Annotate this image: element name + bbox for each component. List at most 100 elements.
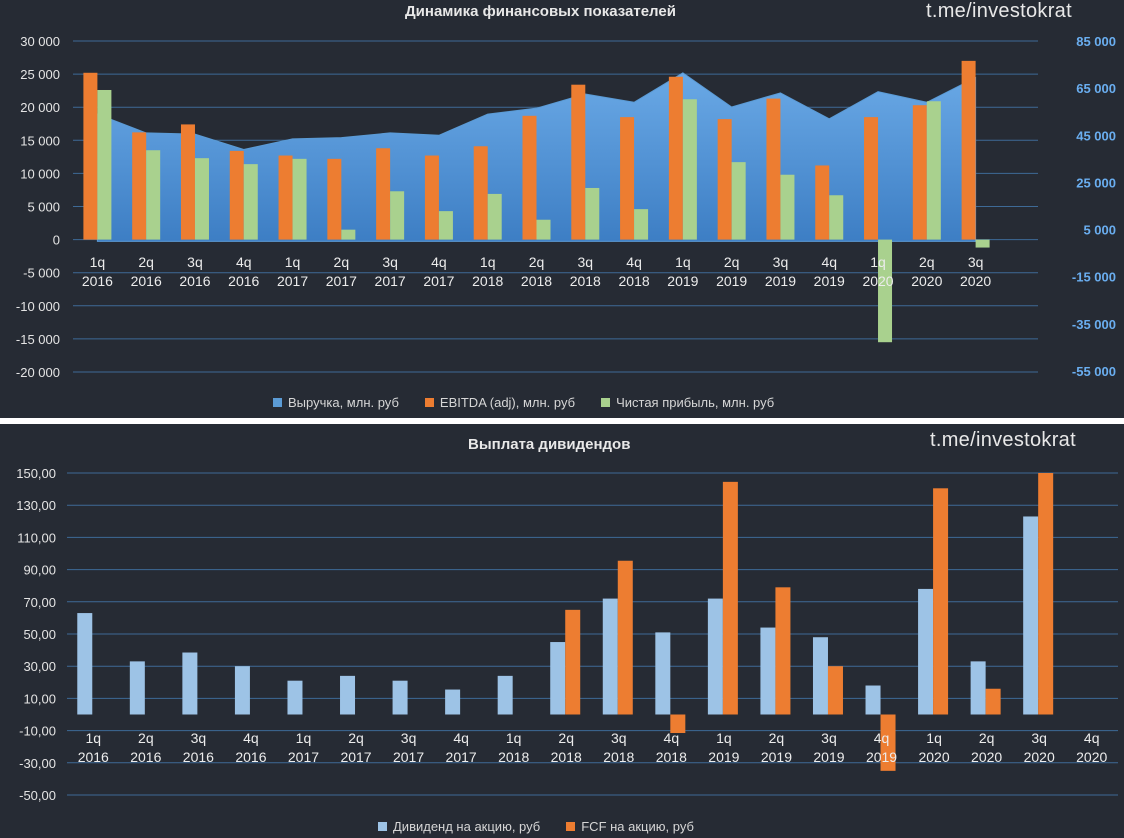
x-tick-label: 1q: [90, 254, 106, 270]
fcf-bar: [827, 666, 843, 715]
legend-swatch: [601, 398, 611, 407]
x-tick-label: 4q: [243, 730, 259, 746]
dividend-bar: [392, 680, 408, 715]
x-tick-label: 2019: [813, 749, 844, 765]
x-tick-label: 2017: [423, 273, 454, 289]
x-tick-label: 2019: [667, 273, 698, 289]
y-tick-label: 50,00: [23, 627, 56, 642]
legend-item-revenue: Выручка, млн. руб: [273, 395, 399, 410]
legend: Дивиденд на акцию, руб FCF на акцию, руб: [378, 819, 694, 834]
dividend-bar: [760, 627, 776, 715]
x-tick-label: 2016: [179, 273, 210, 289]
x-tick-label: 4q: [431, 254, 447, 270]
x-tick-label: 2019: [866, 749, 897, 765]
x-tick-label: 2018: [498, 749, 529, 765]
y-tick-label: 20 000: [20, 100, 60, 115]
y-tick-label: -5 000: [23, 266, 60, 281]
x-tick-label: 2016: [131, 273, 162, 289]
dividend-bar: [602, 598, 618, 715]
x-tick-label: 3q: [401, 730, 417, 746]
ebitda-bar: [376, 148, 391, 240]
y-tick-label: 5 000: [27, 200, 60, 215]
x-tick-label: 2q: [979, 730, 995, 746]
fcf-bar: [617, 560, 633, 715]
watermark: t.me/investokrat: [930, 429, 1076, 451]
x-tick-label: 2018: [570, 273, 601, 289]
x-tick-label: 2020: [911, 273, 942, 289]
ebitda-bar: [912, 105, 927, 240]
x-tick-label: 2019: [708, 749, 739, 765]
net-profit-bar: [878, 239, 893, 343]
dividend-bar: [865, 685, 881, 715]
y-tick-label: -20 000: [16, 365, 60, 380]
x-tick-label: 3q: [968, 254, 984, 270]
y2-tick-label: 65 000: [1076, 81, 1116, 96]
x-tick-label: 2q: [348, 730, 364, 746]
net-profit-bar: [829, 195, 844, 240]
x-tick-label: 2017: [326, 273, 357, 289]
x-tick-label: 3q: [191, 730, 207, 746]
ebitda-bar: [180, 124, 195, 240]
x-tick-label: 2017: [446, 749, 477, 765]
x-tick-label: 1q: [926, 730, 942, 746]
x-tick-label: 1q: [296, 730, 312, 746]
chart-title: Выплата дивидендов: [468, 436, 631, 453]
fcf-bar: [985, 688, 1001, 715]
net-profit-bar: [487, 193, 502, 240]
x-tick-label: 2017: [375, 273, 406, 289]
net-profit-bar: [292, 158, 307, 240]
y-tick-label: -15 000: [16, 332, 60, 347]
x-tick-label: 2018: [619, 273, 650, 289]
net-profit-bar: [926, 101, 941, 240]
x-tick-label: 4q: [626, 254, 642, 270]
net-profit-bar: [341, 229, 356, 240]
x-tick-label: 2016: [130, 749, 161, 765]
legend-swatch: [273, 398, 282, 407]
x-tick-label: 3q: [382, 254, 398, 270]
x-tick-label: 4q: [821, 254, 837, 270]
net-profit-bar: [194, 158, 209, 240]
dividends-chart-panel: 150,00 130,00 110,00 90,00 70,00 50,00 30,00 10…: [0, 424, 1124, 838]
y-tick-label: 10,00: [23, 691, 56, 706]
fcf-bar: [1038, 473, 1054, 715]
x-tick-label: 4q: [664, 730, 680, 746]
x-tick-label: 2016: [82, 273, 113, 289]
y-tick-label: -50,00: [19, 788, 56, 803]
ebitda-bar: [424, 155, 439, 240]
x-tick-label: 2019: [761, 749, 792, 765]
ebitda-bar: [717, 119, 732, 240]
panel-divider: [0, 418, 1124, 424]
dividend-bar: [1023, 516, 1039, 715]
legend-label: Чистая прибыль, млн. руб: [616, 395, 775, 410]
y2-tick-label: -55 000: [1072, 364, 1116, 379]
net-profit-bar: [97, 89, 112, 240]
x-tick-label: 1q: [870, 254, 886, 270]
dividend-bar: [77, 613, 93, 715]
x-tick-label: 2q: [769, 730, 785, 746]
x-tick-label: 2q: [919, 254, 935, 270]
y2-tick-label: -35 000: [1072, 317, 1116, 332]
net-profit-bar: [146, 150, 161, 240]
legend-item-ebitda: EBITDA (adj), млн. руб: [424, 395, 576, 410]
x-tick-label: 3q: [821, 730, 837, 746]
fcf-bar: [565, 609, 581, 715]
financial-metrics-chart: 30 000 25 000 20 000 15 000 10 000 5 000 0 -5 0…: [16, 34, 1116, 380]
ebitda-bar: [571, 84, 586, 240]
y-tick-label: 10 000: [20, 166, 60, 181]
x-tick-label: 3q: [1031, 730, 1047, 746]
legend: Выручка, млн. руб EBITDA (adj), млн. руб…: [273, 395, 774, 410]
dividend-bar: [234, 666, 250, 715]
net-profit-bar: [682, 99, 697, 240]
x-tick-label: 4q: [1084, 730, 1100, 746]
x-tick-label: 2q: [558, 730, 574, 746]
fcf-bar: [722, 481, 738, 715]
chart-title: Динамика финансовых показателей: [405, 3, 676, 20]
x-tick-label: 2020: [971, 749, 1002, 765]
legend-label: EBITDA (adj), млн. руб: [439, 395, 576, 410]
x-tick-label: 2q: [334, 254, 350, 270]
x-tick-label: 1q: [675, 254, 691, 270]
y-tick-label: 15 000: [20, 133, 60, 148]
x-tick-label: 4q: [874, 730, 890, 746]
x-tick-label: 2020: [960, 273, 991, 289]
dividend-bar: [287, 680, 303, 715]
